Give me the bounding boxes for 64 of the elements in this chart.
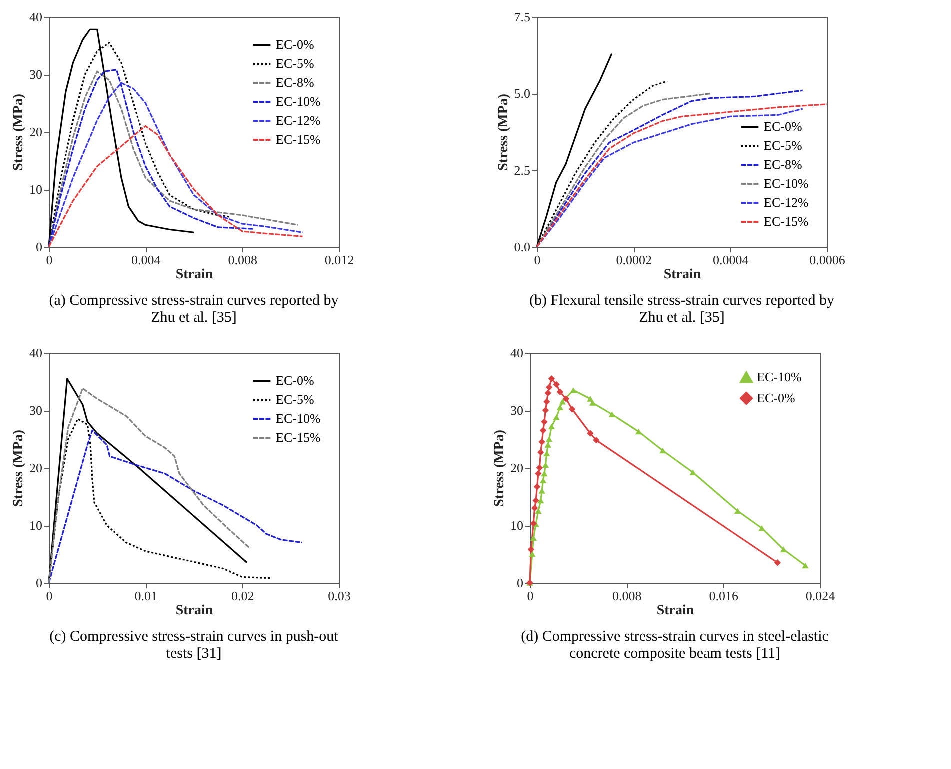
y-tick-label: 20 [30,124,42,140]
legend-label: EC-0% [757,390,796,406]
y-axis-title: Stress (MPa) [12,430,26,508]
legend-label: EC-0% [276,37,314,52]
text: (b) Flexural tensile stress-strain curves reported by Zhu et al. [35] [530,293,835,326]
y-tick-label: 10 [510,518,524,533]
x-tick-label: 0.016 [709,588,739,604]
x-axis-title: Strain [176,604,214,618]
legend-label: EC-0% [764,119,802,134]
legend-label: EC-12% [764,195,809,210]
y-axis-title: Stress (MPa) [12,94,26,172]
legend-label: EC-15% [276,132,321,147]
y-tick-label: 30 [510,403,524,418]
y-tick-label: 40 [30,346,42,360]
legend-label: EC-8% [276,75,314,90]
y-axis-title: Stress (MPa) [496,94,512,172]
x-tick-label: 0.02 [231,588,254,604]
y-tick-label: 10 [30,182,42,197]
y-tick-label: 0 [36,576,42,590]
x-tick-label: 0.01 [134,588,158,604]
x-tick-label: 0.0006 [810,252,846,268]
y-tick-label: 20 [30,460,42,476]
legend-label: EC-12% [276,113,321,128]
x-tick-label: 0.03 [328,588,351,604]
x-tick-label: 0.0004 [712,252,750,268]
y-tick-label: 7.5 [514,10,530,24]
legend-label: EC-0% [276,373,314,388]
y-tick-label: 0.0 [514,240,530,254]
x-tick-label: 0.0002 [616,252,652,268]
y-tick-label: 0 [517,576,524,590]
text: (c) Compressive stress-strain curves in push-out tests [31] [50,629,340,662]
y-tick-label: 5.0 [514,86,530,102]
legend-label: EC-5% [276,392,314,407]
y-tick-label: 40 [510,346,524,360]
legend-label: EC-15% [764,214,809,229]
y-tick-label: 20 [510,460,524,476]
x-axis-title: Strain [664,268,702,282]
x-tick-label: 0 [534,252,541,268]
x-tick-label: 0 [46,588,53,604]
legend-label: EC-10% [276,411,321,426]
x-tick-label: 0.004 [132,252,162,268]
legend-label: EC-10% [276,94,321,109]
x-axis-title: Strain [176,268,214,282]
x-tick-label: 0 [46,252,53,268]
y-tick-label: 10 [30,518,42,533]
y-tick-label: 2.5 [514,162,530,178]
legend-label: EC-5% [764,138,802,153]
legend-label: EC-5% [276,56,314,71]
legend-label: EC-15% [276,430,321,445]
x-tick-label: 0.008 [228,252,258,268]
y-tick-label: 30 [30,67,42,82]
y-tick-label: 0 [36,240,42,254]
x-tick-label: 0.024 [806,588,836,604]
y-tick-label: 40 [30,10,42,24]
legend-label: EC-8% [764,157,802,172]
text: (a) Compressive stress-strain curves reported by Zhu et al. [35] [49,293,340,326]
x-axis-title: Strain [656,604,694,618]
y-axis-title: Stress (MPa) [492,430,508,508]
x-tick-label: 0.012 [324,252,354,268]
y-tick-label: 30 [30,403,42,418]
legend-label: EC-10% [757,370,802,384]
legend-label: EC-10% [764,176,809,191]
x-tick-label: 0.008 [612,588,642,604]
text: (d) Compressive stress-strain curves in steel-elastic concrete composite beam tests [11] [521,629,830,662]
